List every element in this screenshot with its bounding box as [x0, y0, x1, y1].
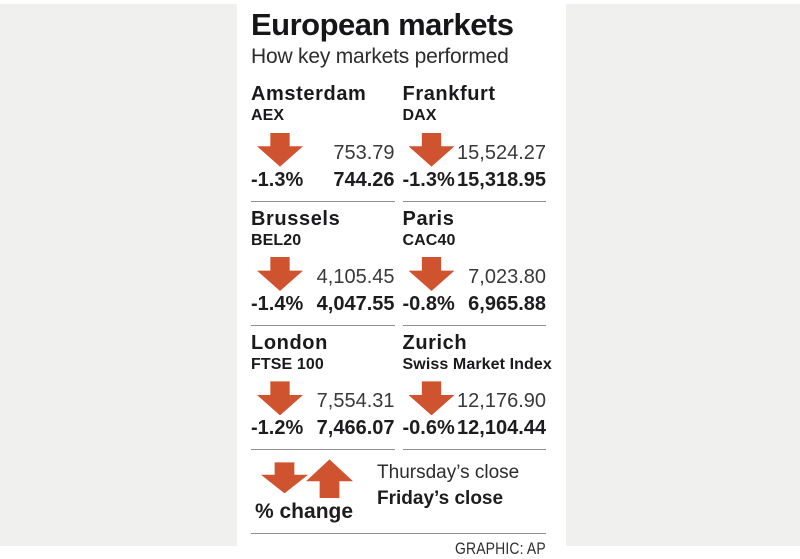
market-city: Paris	[402, 207, 455, 230]
market-index-name: BEL20	[251, 231, 302, 249]
market-city: Amsterdam	[251, 83, 367, 106]
market-city: Zurich	[402, 332, 468, 355]
market-closes: 12,176.90 12,104.44	[457, 390, 546, 440]
market-move: -1.3%	[402, 132, 455, 192]
market-move: -0.6%	[403, 381, 455, 440]
market-change-pct: -1.3%	[402, 168, 455, 191]
market-data-row: -1.2% 7,554.31 7,466.07	[251, 381, 395, 440]
market-move: -0.8%	[403, 257, 455, 316]
graphic-title: European markets	[251, 7, 514, 42]
legend-change-key: % change	[255, 459, 353, 524]
market-index-name: Swiss Market Index	[402, 356, 552, 374]
market-index-name: DAX	[402, 107, 437, 125]
down-arrow-icon	[408, 381, 455, 416]
market-thursday-close: 4,105.45	[316, 266, 395, 289]
market-city: Brussels	[251, 207, 341, 230]
market-friday-close: 12,104.44	[457, 417, 546, 440]
market-change-pct: -1.3%	[251, 168, 304, 191]
legend-friday-label: Friday’s close	[377, 488, 504, 510]
market-closes: 15,524.27 15,318.95	[457, 142, 546, 192]
market-data-row: -1.4% 4,105.45 4,047.55	[251, 257, 395, 316]
credit-row: GRAPHIC: AP	[251, 539, 546, 559]
legend-arrows	[261, 459, 353, 499]
market-data-row: -0.8% 7,023.80 6,965.88	[403, 257, 546, 316]
market-move: -1.2%	[251, 381, 303, 440]
market-index-name: CAC40	[402, 231, 456, 249]
market-closes: 753.79 744.26	[333, 142, 394, 192]
down-arrow-icon	[408, 132, 455, 167]
down-arrow-icon	[261, 462, 308, 494]
market-thursday-close: 15,524.27	[457, 141, 546, 164]
divider-rule	[251, 533, 546, 535]
market-cell: Zurich Swiss Market Index -0.6% 12,176.9…	[402, 326, 552, 451]
market-move: -1.3%	[251, 132, 304, 192]
market-thursday-close: 12,176.90	[457, 390, 546, 413]
market-closes: 7,554.31 7,466.07	[317, 390, 395, 440]
market-thursday-close: 753.79	[333, 141, 395, 164]
market-friday-close: 4,047.55	[316, 293, 395, 316]
market-friday-close: 7,466.07	[316, 417, 395, 440]
graphic-panel: European markets How key markets perform…	[237, 0, 566, 558]
market-change-pct: -1.2%	[251, 417, 304, 440]
market-change-pct: -0.8%	[402, 293, 455, 316]
market-index-name: AEX	[251, 107, 285, 125]
market-thursday-close: 7,554.31	[316, 390, 395, 413]
down-arrow-icon	[408, 257, 455, 292]
market-city: Frankfurt	[402, 83, 496, 106]
market-cell: Paris CAC40 -0.8% 7,023.80 6,965.88	[402, 202, 546, 327]
market-cell: Brussels BEL20 -1.4% 4,105.45 4,047.55	[251, 202, 395, 327]
graphic-credit: GRAPHIC: AP	[455, 539, 546, 559]
market-friday-close: 15,318.95	[457, 168, 546, 191]
market-data-row: -1.3% 753.79 744.26	[251, 132, 395, 192]
legend-pct-label: % change	[255, 500, 354, 524]
market-friday-close: 744.26	[333, 168, 395, 191]
market-change-pct: -1.4%	[251, 293, 304, 316]
down-arrow-icon	[257, 257, 303, 292]
market-index-name: FTSE 100	[251, 356, 324, 374]
legend-close-key: Thursday’s close Friday’s close	[377, 459, 519, 524]
markets-grid: Amsterdam AEX -1.3% 753.79 744.26 Frankf…	[251, 77, 552, 451]
up-arrow-icon	[306, 459, 353, 499]
market-cell: Amsterdam AEX -1.3% 753.79 744.26	[251, 77, 395, 202]
market-data-row: -1.3% 15,524.27 15,318.95	[402, 132, 546, 192]
market-city: London	[251, 332, 328, 355]
market-cell: Frankfurt DAX -1.3% 15,524.27 15,318.95	[402, 77, 546, 202]
down-arrow-icon	[257, 132, 303, 167]
market-closes: 4,105.45 4,047.55	[317, 266, 395, 316]
market-move: -1.4%	[251, 257, 303, 316]
market-change-pct: -0.6%	[402, 417, 455, 440]
graphic-subtitle: How key markets performed	[251, 45, 509, 69]
legend-thursday-label: Thursday’s close	[377, 462, 520, 484]
market-cell: London FTSE 100 -1.2% 7,554.31 7,466.07	[251, 326, 395, 451]
legend: % change Thursday’s close Friday’s close	[251, 459, 546, 524]
market-friday-close: 6,965.88	[468, 293, 546, 316]
market-closes: 7,023.80 6,965.88	[468, 266, 546, 316]
market-data-row: -0.6% 12,176.90 12,104.44	[403, 381, 546, 440]
market-thursday-close: 7,023.80	[468, 266, 546, 289]
down-arrow-icon	[257, 381, 303, 416]
